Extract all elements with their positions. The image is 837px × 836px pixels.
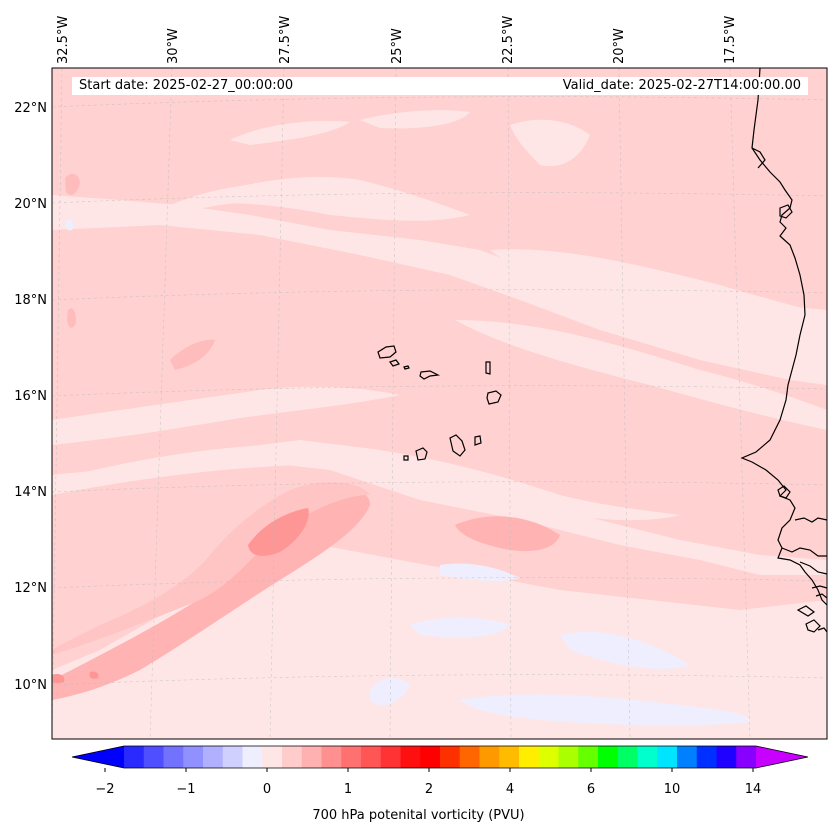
colorbar-segment <box>301 746 322 768</box>
colorbar-extend-min <box>72 746 124 768</box>
lon-label-30w: 30°W <box>166 28 181 64</box>
pv-field <box>52 68 827 739</box>
lon-label-17-5w: 17.5°W <box>723 16 738 64</box>
cb-tick-label: 0 <box>263 782 271 797</box>
colorbar-ticks: −2 −1 0 1 2 4 6 10 14 <box>95 782 761 797</box>
colorbar-segment <box>440 746 461 768</box>
colorbar-segment <box>203 746 224 768</box>
map-frame <box>51 67 828 740</box>
cb-tick-label: 10 <box>664 782 681 797</box>
lon-label-32-5w: 32.5°W <box>56 16 71 64</box>
colorbar <box>71 745 809 772</box>
lat-label-14n: 14°N <box>14 485 47 500</box>
colorbar-segment <box>696 746 717 768</box>
lat-label-18n: 18°N <box>14 293 47 308</box>
cb-tick-label: 4 <box>506 782 514 797</box>
colorbar-segment <box>677 746 698 768</box>
colorbar-segment <box>242 746 263 768</box>
cape-verde-islands <box>377 345 502 461</box>
lat-label-10n: 10°N <box>14 678 47 693</box>
colorbar-segment <box>657 746 678 768</box>
lat-label-12n: 12°N <box>14 581 47 596</box>
africa-coastline <box>740 67 828 633</box>
cb-tick-label: 2 <box>425 782 433 797</box>
colorbar-segment <box>499 746 520 768</box>
colorbar-segment <box>716 746 737 768</box>
colorbar-outline <box>71 745 809 769</box>
colorbar-segment <box>479 746 500 768</box>
cb-tick-label: −1 <box>176 782 195 797</box>
cb-tick-label: 14 <box>745 782 762 797</box>
colorbar-segment <box>143 746 164 768</box>
colorbar-segment <box>538 746 559 768</box>
colorbar-segment <box>282 746 303 768</box>
start-date-text: Start date: 2025-02-27_00:00:00 <box>79 78 294 93</box>
colorbar-segment <box>459 746 480 768</box>
longitude-labels: 32.5°W 30°W 27.5°W 25°W 22.5°W 20°W 17.5… <box>56 16 738 64</box>
colorbar-segment <box>617 746 638 768</box>
colorbar-segment <box>519 746 540 768</box>
colorbar-segment <box>124 746 145 768</box>
colorbar-segment <box>400 746 421 768</box>
colorbar-segment <box>598 746 619 768</box>
lat-label-22n: 22°N <box>14 101 47 116</box>
colorbar-segment <box>361 746 382 768</box>
cb-tick-label: 1 <box>344 782 352 797</box>
map-gridlines <box>51 67 828 740</box>
valid-date-text: Valid_date: 2025-02-27T14:00:00.00 <box>562 78 801 93</box>
colorbar-segment <box>163 746 184 768</box>
lat-label-16n: 16°N <box>14 389 47 404</box>
lat-label-20n: 20°N <box>14 197 47 212</box>
colorbar-segment <box>380 746 401 768</box>
colorbar-title: 700 hPa potenital vorticity (PVU) <box>312 808 525 823</box>
colorbar-segment <box>183 746 204 768</box>
colorbar-extend-max <box>756 746 808 768</box>
cb-tick-label: −2 <box>95 782 114 797</box>
lon-label-20w: 20°W <box>612 28 627 64</box>
cb-tick-label: 6 <box>587 782 595 797</box>
lon-label-22-5w: 22.5°W <box>501 16 516 64</box>
colorbar-segment <box>736 746 757 768</box>
lon-label-27-5w: 27.5°W <box>278 16 293 64</box>
colorbar-segment <box>222 746 243 768</box>
colorbar-segment <box>341 746 362 768</box>
date-info-bar: Start date: 2025-02-27_00:00:00 Valid_da… <box>72 77 808 95</box>
lon-label-25w: 25°W <box>390 28 405 64</box>
colorbar-segment <box>262 746 283 768</box>
colorbar-segment <box>637 746 658 768</box>
colorbar-segment <box>578 746 599 768</box>
colorbar-segment <box>558 746 579 768</box>
latitude-labels: 22°N 20°N 18°N 16°N 14°N 12°N 10°N <box>14 101 47 693</box>
colorbar-segment <box>321 746 342 768</box>
colorbar-segment <box>420 746 441 768</box>
